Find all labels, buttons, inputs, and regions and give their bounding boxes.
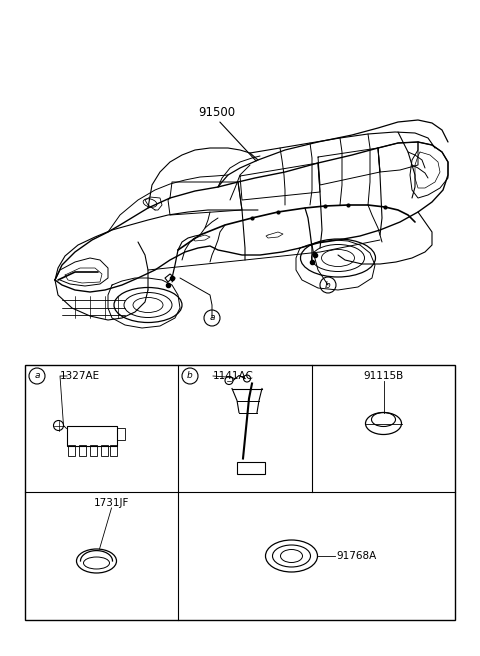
Text: 1327AE: 1327AE [60, 371, 100, 381]
Bar [67, 426, 117, 445]
Text: 91500: 91500 [198, 106, 235, 119]
Bar [89, 445, 96, 455]
Text: a: a [34, 371, 40, 380]
Text: 1731JF: 1731JF [94, 498, 129, 508]
Bar [237, 462, 265, 474]
Text: 1141AC: 1141AC [213, 371, 253, 381]
Bar [109, 445, 117, 455]
Text: b: b [187, 371, 193, 380]
Bar [100, 445, 108, 455]
Text: 91115B: 91115B [363, 371, 404, 381]
Text: 91768A: 91768A [336, 551, 377, 561]
Text: b: b [325, 281, 331, 289]
Text: a: a [209, 314, 215, 323]
Bar [68, 445, 74, 455]
Bar [79, 445, 85, 455]
Bar [117, 428, 124, 440]
Bar [25, 365, 455, 620]
